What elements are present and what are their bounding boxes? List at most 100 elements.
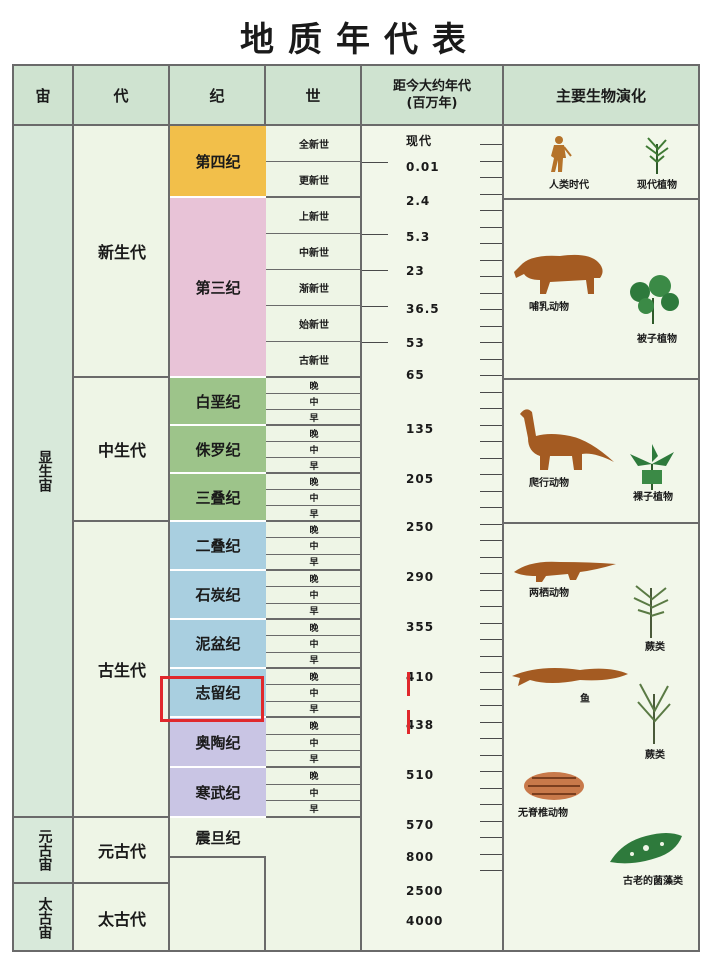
time-tick — [480, 854, 502, 855]
sub-epoch-late: 晚 — [266, 768, 362, 785]
time-tick — [480, 738, 502, 739]
silurian-highlight-box — [160, 676, 264, 722]
geologic-time-table: 宙 代 纪 世 距今大约年代 (百万年) 主要生物演化 显生宙 元古宙 太古宙 … — [12, 64, 700, 952]
epoch-holocene: 全新世 — [266, 126, 362, 162]
mammal-icon — [514, 254, 603, 294]
epoch-paleocene: 古新世 — [266, 342, 362, 378]
header-time: 距今大约年代 (百万年) — [362, 66, 504, 126]
red-mark-410 — [407, 672, 410, 696]
fern-icon-2 — [637, 683, 671, 744]
sub-epoch-middle: 中 — [266, 685, 362, 702]
fern-icon-1 — [633, 585, 669, 638]
header-era: 代 — [74, 66, 170, 126]
life-label-ancient-algae: 古老的菌藻类 — [623, 876, 683, 887]
time-value: 510 — [406, 768, 435, 782]
time-value: 135 — [406, 422, 435, 436]
time-tick — [480, 177, 502, 178]
time-tick — [480, 144, 502, 145]
time-tick — [480, 441, 502, 442]
time-value: 53 — [406, 336, 425, 350]
time-tick — [480, 359, 502, 360]
sub-epoch-late: 晚 — [266, 474, 362, 490]
time-tick — [480, 672, 502, 673]
life-label-fish: 鱼 — [580, 694, 590, 705]
life-label-invertebrates: 无脊椎动物 — [518, 808, 568, 819]
fish-icon — [512, 668, 628, 686]
life-label-ferns-1: 蕨类 — [645, 642, 665, 653]
sub-epoch-late: 晚 — [266, 669, 362, 686]
sub-epoch-middle: 中 — [266, 785, 362, 802]
amphibian-icon — [514, 561, 616, 582]
header-period: 纪 — [170, 66, 266, 126]
time-tick — [480, 458, 502, 459]
era-proterozoic: 元古代 — [74, 818, 170, 884]
era-mesozoic: 中生代 — [74, 378, 170, 522]
time-value: 800 — [406, 850, 435, 864]
time-tick — [480, 227, 502, 228]
life-label-ferns-2: 蕨类 — [645, 750, 665, 761]
header-time-line2: (百万年) — [406, 96, 458, 111]
time-tick — [480, 606, 502, 607]
sub-epoch-middle: 中 — [266, 735, 362, 752]
sub-epoch-early: 早 — [266, 751, 362, 768]
period-jurassic: 侏罗纪 — [170, 426, 266, 474]
epoch-pliocene: 上新世 — [266, 198, 362, 234]
time-tick — [480, 408, 502, 409]
life-divider — [504, 522, 698, 524]
header-life: 主要生物演化 — [504, 66, 698, 126]
time-tick — [480, 276, 502, 277]
time-tick — [480, 821, 502, 822]
sub-epoch-late: 晚 — [266, 718, 362, 735]
time-tick — [480, 590, 502, 591]
time-value: 0.01 — [406, 160, 440, 174]
time-tick — [480, 771, 502, 772]
sub-epoch-early: 早 — [266, 801, 362, 818]
time-tick — [480, 326, 502, 327]
time-tick — [480, 540, 502, 541]
life-label-human: 人类时代 — [549, 180, 589, 191]
sub-epoch-early: 早 — [266, 410, 362, 426]
header-eon: 宙 — [14, 66, 74, 126]
time-tick — [480, 425, 502, 426]
time-value: 2.4 — [406, 194, 431, 208]
algae-icon — [610, 833, 682, 864]
period-carboniferous: 石炭纪 — [170, 571, 266, 620]
time-tick — [480, 194, 502, 195]
eon-column — [14, 126, 74, 950]
time-tick-left — [362, 162, 388, 163]
time-value: 65 — [406, 368, 425, 382]
time-tick — [480, 639, 502, 640]
time-tick — [480, 623, 502, 624]
time-tick — [480, 722, 502, 723]
time-tick — [480, 243, 502, 244]
time-tick — [480, 557, 502, 558]
time-column — [362, 126, 504, 950]
life-divider — [504, 378, 698, 380]
reptile-icon — [520, 409, 614, 470]
time-tick — [480, 837, 502, 838]
modern-plant-icon — [645, 137, 669, 174]
era-paleozoic: 古生代 — [74, 522, 170, 818]
epoch-oligocene: 渐新世 — [266, 270, 362, 306]
sub-epoch-early: 早 — [266, 458, 362, 474]
time-tick-left — [362, 270, 388, 271]
life-divider — [504, 198, 698, 200]
sub-epoch-middle: 中 — [266, 394, 362, 410]
era-column — [74, 126, 170, 950]
time-tick — [480, 309, 502, 310]
sub-epoch-early: 早 — [266, 555, 362, 571]
sub-epoch-middle: 中 — [266, 538, 362, 555]
period-tertiary: 第三纪 — [170, 198, 266, 378]
period-permian: 二叠纪 — [170, 522, 266, 571]
time-tick — [480, 755, 502, 756]
time-tick — [480, 161, 502, 162]
time-tick — [480, 524, 502, 525]
time-tick — [480, 705, 502, 706]
sub-epoch-middle: 中 — [266, 587, 362, 604]
time-value: 250 — [406, 520, 435, 534]
epoch-pleistocene: 更新世 — [266, 162, 362, 198]
period-cretaceous: 白垩纪 — [170, 378, 266, 426]
time-tick — [480, 260, 502, 261]
sub-epoch-late: 晚 — [266, 522, 362, 539]
time-value: 355 — [406, 620, 435, 634]
